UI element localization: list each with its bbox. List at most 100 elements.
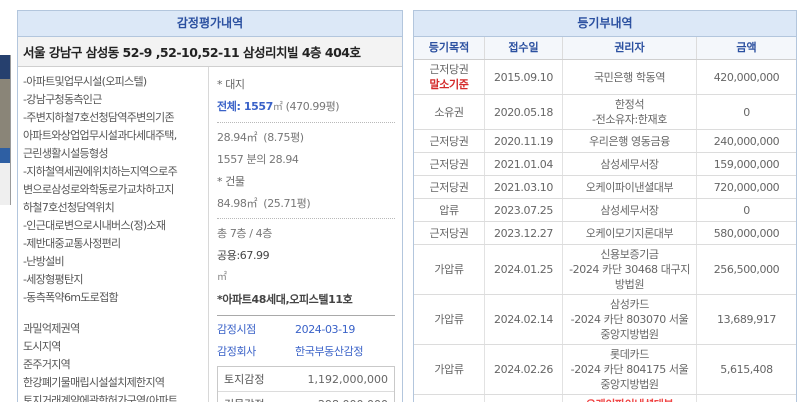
registry-cell-purpose: 근저당권 [414, 153, 485, 175]
registry-cell-date: 2021.01.04 [485, 153, 563, 175]
building-common-area: 공용:67.99 [217, 249, 270, 262]
registry-row: 가압류 2024.02.14 삼성카드 -2024 카단 803070 서울 중… [414, 295, 796, 345]
registry-panel: 등기부내역 등기목적 접수일 권리자 금액 근저당권 말소기준 2015.09.… [413, 10, 797, 402]
building-pyeong: (25.71평) [263, 197, 311, 210]
appraisal-date-row: 감정시점 2024-03-19 [217, 322, 395, 338]
registry-row: 근저당권 2021.03.10 오케이파이낸셜대부 720,000,000 [414, 176, 796, 199]
registry-cell-amount: 159,000,000 [713, 157, 780, 171]
purpose-text: 가압류 [434, 263, 464, 276]
description-line: -지하철역세권에위치하는지역으로주 [23, 165, 178, 178]
description-line [23, 307, 206, 320]
registry-row: 근저당권 2021.01.04 삼성세무서장 159,000,000 [414, 153, 796, 176]
description-line: 과밀억제권역 [23, 322, 80, 335]
registry-cell-purpose: 근저당권 [414, 130, 485, 152]
description-line: -동측폭약6m도로접함 [23, 291, 119, 304]
registry-cell-date: 2024.02.14 [485, 295, 563, 344]
building-area-line: 84.98㎡ (25.71평) [217, 196, 395, 212]
registry-cell-holder: 삼성세무서장 [563, 199, 697, 221]
registry-row: 가압류 2024.02.26 롯데카드 -2024 카단 804175 서울 중… [414, 345, 796, 395]
valuation-value: 1,192,000,000 [307, 372, 388, 386]
description-line: 토지거래계약에관한허가구역(아파트 [23, 394, 178, 402]
appraisal-detail-column: * 대지 전체: 1557㎡ (470.99평) 28.94㎡ (8.75평) … [209, 67, 402, 402]
dotted-divider [217, 122, 395, 123]
registry-cell-purpose: 근저당권 [414, 176, 485, 198]
sliver-blue-bar [0, 148, 11, 163]
description-line: 근린생활시설등형성 [23, 147, 108, 160]
solid-divider [217, 315, 395, 316]
description-line: 변으로삼성로와학동로가교차하고지 [23, 183, 174, 196]
registry-table-body: 근저당권 말소기준 2015.09.10 국민은행 학동역 420,000,00… [414, 60, 796, 402]
description-line: -주변지하철7호선청담역주변의기존 [23, 111, 175, 124]
registry-cell-date: 2024.02.26 [485, 345, 563, 394]
description-line: -아파트및업무시설(오피스텔) [23, 75, 147, 88]
purpose-text: 압류 [439, 203, 459, 217]
appraisal-panel-title: 감정평가내역 [18, 11, 402, 37]
registry-col-purpose: 등기목적 [414, 37, 485, 59]
land-share-area: 28.94㎡ [217, 131, 258, 144]
registry-cell-amount: 654,088,433 [697, 395, 796, 402]
land-share-pyeong: (8.75평) [263, 131, 304, 144]
valuation-table: 토지감정 1,192,000,000 건물감정 298,000,000 합계 1… [217, 366, 395, 402]
registry-panel-title: 등기부내역 [414, 11, 796, 37]
sliver-light-block [0, 163, 11, 205]
building-area: 84.98㎡ [217, 197, 258, 210]
registry-cell-holder: 우리은행 영동금융 [563, 130, 697, 152]
cancellation-baseline-badge: 말소기준 [429, 78, 469, 91]
registry-cell-holder: 한정석 -전소유자:한재호 [563, 95, 697, 129]
registry-cell-holder: 삼성세무서장 [563, 153, 697, 175]
registry-cell-holder: 오케이모기지론대부 [563, 222, 697, 244]
sliver-photo-gray [0, 79, 11, 148]
registry-cell-holder: 오케이파이낸셜대부 [563, 176, 697, 198]
building-units: *아파트48세대,오피스텔11호 [217, 293, 353, 306]
registry-cell-amount: 420,000,000 [713, 70, 780, 84]
purpose-text: 근저당권 [429, 134, 469, 148]
purpose-text: 소유권 [434, 105, 464, 119]
registry-cell-holder: 신용보증기금 -2024 카단 30468 대구지 방법원 [563, 245, 697, 294]
registry-cell-amount: 5,615,408 [720, 363, 773, 376]
registry-cell-purpose: 가압류 [414, 295, 485, 344]
appraisal-panel: 감정평가내역 서울 강남구 삼성동 52-9 ,52-10,52-11 삼성리치… [17, 10, 403, 402]
building-floors: 총 7층 / 4층 [217, 227, 272, 240]
land-total-unit: ㎡ [272, 102, 283, 113]
registry-row: 근저당권 2020.11.19 우리은행 영동금융 240,000,000 [414, 130, 796, 153]
registry-cell-amount: 256,500,000 [713, 263, 780, 276]
description-line: 한강폐기물매립시설설치제한지역 [23, 376, 165, 389]
background-window-sliver [0, 0, 12, 402]
appraisal-company-row: 감정회사 한국부동산감정 [217, 344, 395, 360]
registry-row: 소유권 2020.05.18 한정석 -전소유자:한재호 0 [414, 95, 796, 130]
description-line: 준주거지역 [23, 358, 71, 371]
description-line: -세장형평탄지 [23, 273, 83, 286]
registry-row: 임의 2024.03.12 오케이파이낸셜대부 2024타경105097 654… [414, 395, 796, 402]
registry-cell-purpose: 임의 [414, 395, 485, 402]
land-share-line: 28.94㎡ (8.75평) [217, 130, 395, 146]
registry-cell-date: 2021.03.10 [485, 176, 563, 198]
description-line: -인근대로변으로시내버스(정)소재 [23, 219, 166, 232]
purpose-text: 근저당권 [429, 63, 469, 76]
appraisal-date-value: 2024-03-19 [295, 323, 355, 336]
valuation-row: 토지감정 1,192,000,000 [218, 367, 394, 392]
dotted-divider [217, 218, 395, 219]
valuation-row: 건물감정 298,000,000 [218, 392, 394, 402]
description-line: -제반대중교통사정편리 [23, 237, 121, 250]
land-total-pyeong: (470.99평) [285, 100, 340, 113]
registry-header-row: 등기목적 접수일 권리자 금액 [414, 37, 796, 60]
description-line: -강남구청동측인근 [23, 93, 102, 106]
registry-cell-purpose: 소유권 [414, 95, 485, 129]
valuation-value: 298,000,000 [290, 398, 394, 402]
registry-cell-date: 2020.05.18 [485, 95, 563, 129]
sliver-photo-navy [0, 55, 11, 79]
land-total-line: 전체: 1557㎡ (470.99평) [217, 99, 395, 116]
registry-row: 가압류 2024.01.25 신용보증기금 -2024 카단 30468 대구지… [414, 245, 796, 295]
purpose-text: 근저당권 [429, 157, 469, 171]
registry-cell-date: 2020.11.19 [485, 130, 563, 152]
registry-cell-date: 2023.12.27 [485, 222, 563, 244]
purpose-text: 가압류 [434, 363, 464, 376]
registry-cell-date: 2023.07.25 [485, 199, 563, 221]
area-unit: ㎡ [217, 272, 227, 283]
registry-col-date: 접수일 [485, 37, 563, 59]
registry-row: 압류 2023.07.25 삼성세무서장 0 [414, 199, 796, 222]
registry-cell-purpose: 압류 [414, 199, 485, 221]
registry-cell-date: 2024.01.25 [485, 245, 563, 294]
description-line: -난방설비 [23, 255, 65, 268]
